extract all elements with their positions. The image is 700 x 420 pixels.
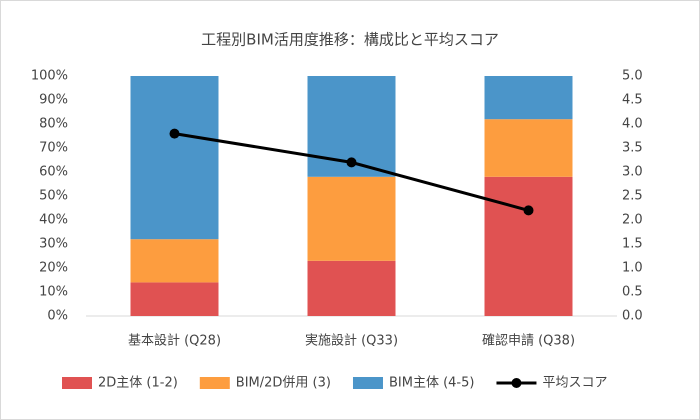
y2-tick-label: 3.0 [622,165,643,180]
legend-swatch [62,377,92,389]
y-tick-label: 60% [39,165,68,180]
chart-title: 工程別BIM活用度推移：構成比と平均スコア [201,31,499,49]
line-point [346,157,357,168]
bar [130,76,219,240]
legend-label: BIM/2D併用 (3) [236,376,331,391]
y-tick-label: 100% [31,69,68,84]
y-tick-label: 80% [39,117,68,132]
y-tick-label: 40% [39,213,68,228]
y-tick-label: 90% [39,93,68,108]
y2-tick-label: 5.0 [622,69,643,84]
y2-tick-label: 2.0 [622,213,643,228]
legend-swatch [352,377,383,389]
bar [484,76,573,120]
bar [130,239,219,283]
bar [307,260,396,316]
x-tick-label: 基本設計 (Q28) [128,333,221,349]
legend-label: 平均スコア [542,376,607,391]
bar [130,282,219,316]
y-tick-label: 0% [47,309,68,324]
y2-tick-label: 3.5 [622,141,643,156]
bar [307,176,396,261]
x-tick-label: 確認申請 (Q38) [482,333,575,349]
y-tick-label: 70% [39,141,68,156]
y2-tick-label: 4.5 [622,93,643,108]
y2-tick-label: 0.0 [622,309,643,324]
y2-tick-label: 1.0 [622,261,643,276]
legend-marker [511,378,522,388]
y2-tick-label: 4.0 [622,117,643,132]
bar [484,176,573,316]
y-tick-label: 10% [39,285,68,300]
y-tick-label: 30% [39,237,68,252]
y2-tick-label: 1.5 [622,237,643,252]
y-tick-label: 50% [39,189,68,204]
line-point [169,128,180,139]
x-tick-label: 実施設計 (Q33) [305,333,398,349]
legend-label: BIM主体 (4-5) [389,376,474,391]
legend-label: 2D主体 (1-2) [98,376,178,391]
line-point [523,205,534,216]
legend-swatch [199,377,230,389]
y2-tick-label: 0.5 [622,285,643,300]
bar [484,119,573,177]
y2-tick-label: 2.5 [622,189,643,204]
y-tick-label: 20% [39,261,68,276]
